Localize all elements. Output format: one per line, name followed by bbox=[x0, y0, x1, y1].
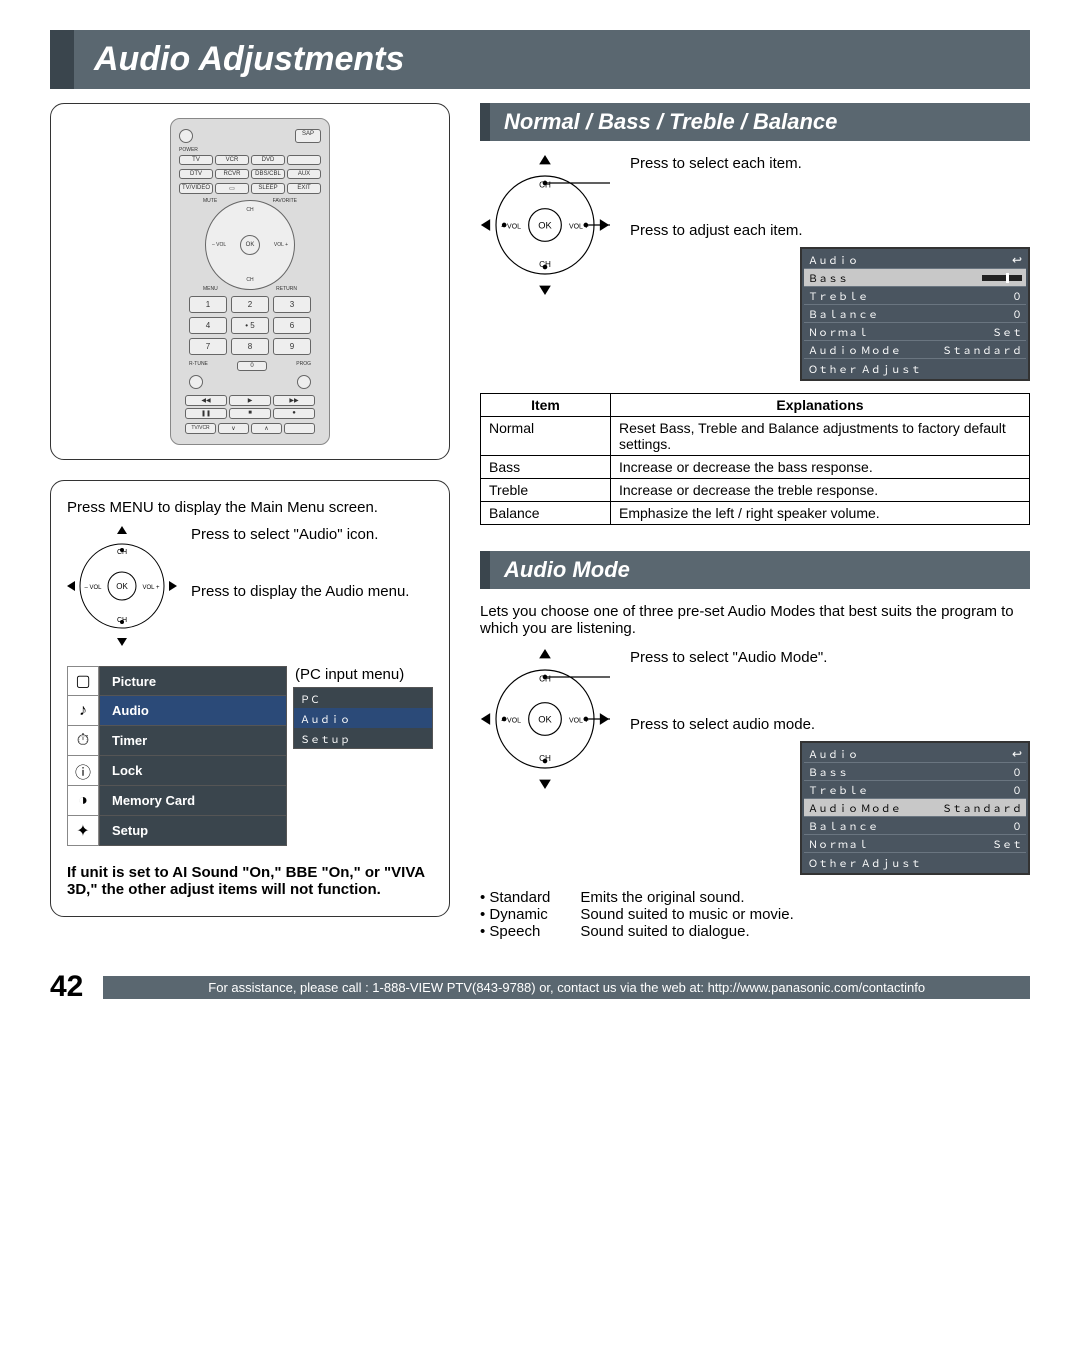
svg-text:OK: OK bbox=[538, 221, 552, 231]
nav-pad: MUTE FAVORITE MENU RETURN CH CH – VOL VO… bbox=[205, 200, 295, 290]
svg-text:OK: OK bbox=[116, 582, 128, 591]
main-menu: PictureAudioTimerLockMemory CardSetup bbox=[99, 666, 287, 846]
instruction-box: Press MENU to display the Main Menu scre… bbox=[50, 480, 450, 917]
table-row: BassIncrease or decrease the bass respon… bbox=[481, 456, 1030, 479]
osd-row: Ｂａｓｓ０ bbox=[804, 763, 1026, 781]
lock-icon: ⓘ bbox=[67, 756, 99, 786]
mode-list: StandardDynamicSpeech Emits the original… bbox=[480, 889, 1030, 940]
pc-menu: ＰＣＡｕｄｉｏＳｅｔｕｐ bbox=[293, 687, 433, 749]
section-mode-title: Audio Mode bbox=[480, 551, 1030, 589]
mode-desc-line: Sound suited to dialogue. bbox=[580, 923, 793, 940]
nav-diagram: OK CH CH – VOL VOL + bbox=[67, 526, 177, 646]
timer-icon: ⏱ bbox=[67, 726, 99, 756]
footer-text: For assistance, please call : 1-888-VIEW… bbox=[103, 976, 1030, 999]
osd-row: Ｏｔｈｅｒ Ａｄｊｕｓｔ bbox=[804, 853, 1026, 871]
osd-row: Ａｕｄｉｏ ＭｏｄｅＳｔａｎｄａｒｄ bbox=[804, 799, 1026, 817]
memory-icon: ◑ bbox=[67, 786, 99, 816]
osd-audio-2: Ａｕｄｉｏ↩Ｂａｓｓ０Ｔｒｅｂｌｅ０Ａｕｄｉｏ ＭｏｄｅＳｔａｎｄａｒｄＢａｌａ… bbox=[800, 741, 1030, 875]
table-row: TrebleIncrease or decrease the treble re… bbox=[481, 479, 1030, 502]
nbtb-cap1: Press to select each item. bbox=[630, 155, 802, 172]
power-button bbox=[179, 129, 193, 143]
audio-icon: ♪ bbox=[67, 696, 99, 726]
instr-intro: Press MENU to display the Main Menu scre… bbox=[67, 499, 433, 516]
osd-row: Ｔｒｅｂｌｅ０ bbox=[804, 287, 1026, 305]
osd-row: ＮｏｒｍａｌＳｅｔ bbox=[804, 835, 1026, 853]
pc-menu-item: ＰＣ bbox=[294, 688, 432, 708]
osd-row: ＮｏｒｍａｌＳｅｔ bbox=[804, 323, 1026, 341]
page-title: Audio Adjustments bbox=[50, 30, 1030, 89]
menu-item-picture: Picture bbox=[99, 666, 287, 696]
explanations-table: Item Explanations NormalReset Bass, Treb… bbox=[480, 393, 1030, 525]
svg-text:VOL +: VOL + bbox=[143, 585, 160, 591]
menu-item-setup: Setup bbox=[99, 816, 287, 846]
mode-name: Speech bbox=[480, 923, 550, 940]
mode-cap1: Press to select "Audio Mode". bbox=[630, 649, 827, 666]
menu-item-lock: Lock bbox=[99, 756, 287, 786]
menu-item-audio: Audio bbox=[99, 696, 287, 726]
table-row: NormalReset Bass, Treble and Balance adj… bbox=[481, 417, 1030, 456]
table-row: BalanceEmphasize the left / right speake… bbox=[481, 502, 1030, 525]
dvd-btn: DVD bbox=[251, 155, 285, 165]
mode-desc-line: Sound suited to music or movie. bbox=[580, 906, 793, 923]
svg-text:OK: OK bbox=[538, 715, 552, 725]
mode-desc-line: Emits the original sound. bbox=[580, 889, 793, 906]
sap-button: SAP bbox=[295, 129, 321, 143]
instr-note: If unit is set to AI Sound "On," BBE "On… bbox=[67, 864, 433, 898]
instr-step2: Press to display the Audio menu. bbox=[191, 583, 433, 600]
osd-audio-1: Ａｕｄｉｏ↩ＢａｓｓＴｒｅｂｌｅ０Ｂａｌａｎｃｅ０ＮｏｒｍａｌＳｅｔＡｕｄｉｏ … bbox=[800, 247, 1030, 381]
svg-text:– VOL: – VOL bbox=[84, 585, 102, 591]
section-nbtb-title: Normal / Bass / Treble / Balance bbox=[480, 103, 1030, 141]
osd-row: Ｂａｓｓ bbox=[804, 269, 1026, 287]
mode-cap2: Press to select audio mode. bbox=[630, 716, 1030, 733]
mode-name: Standard bbox=[480, 889, 550, 906]
mode-name: Dynamic bbox=[480, 906, 550, 923]
menu-item-timer: Timer bbox=[99, 726, 287, 756]
mode-desc: Lets you choose one of three pre-set Aud… bbox=[480, 603, 1030, 637]
tv-btn: TV bbox=[179, 155, 213, 165]
osd-row: Ｂａｌａｎｃｅ０ bbox=[804, 305, 1026, 323]
osd-row: Ｔｒｅｂｌｅ０ bbox=[804, 781, 1026, 799]
setup-icon: ✦ bbox=[67, 816, 99, 846]
picture-icon: ▢ bbox=[67, 666, 99, 696]
pc-input-label: (PC input menu) bbox=[295, 666, 433, 683]
remote-illustration: SAP POWER TV VCR DVD DTV RCVR DBS/CBL AU… bbox=[50, 103, 450, 460]
osd-row: Ａｕｄｉｏ ＭｏｄｅＳｔａｎｄａｒｄ bbox=[804, 341, 1026, 359]
instr-step1: Press to select "Audio" icon. bbox=[191, 526, 433, 543]
nav-diagram-3: OK CH CH – VOL VOL + bbox=[480, 649, 610, 789]
light-btn bbox=[287, 155, 321, 165]
nav-diagram-2: OK CH CH – VOL VOL + bbox=[480, 155, 610, 295]
menu-item-memory-card: Memory Card bbox=[99, 786, 287, 816]
osd-row: Ｂａｌａｎｃｅ０ bbox=[804, 817, 1026, 835]
pc-menu-item: Ａｕｄｉｏ bbox=[294, 708, 432, 728]
nbtb-cap2: Press to adjust each item. bbox=[630, 222, 1030, 239]
page-number: 42 bbox=[50, 970, 83, 1004]
vcr-btn: VCR bbox=[215, 155, 249, 165]
osd-row: Ｏｔｈｅｒ Ａｄｊｕｓｔ bbox=[804, 359, 1026, 377]
pc-menu-item: Ｓｅｔｕｐ bbox=[294, 728, 432, 748]
